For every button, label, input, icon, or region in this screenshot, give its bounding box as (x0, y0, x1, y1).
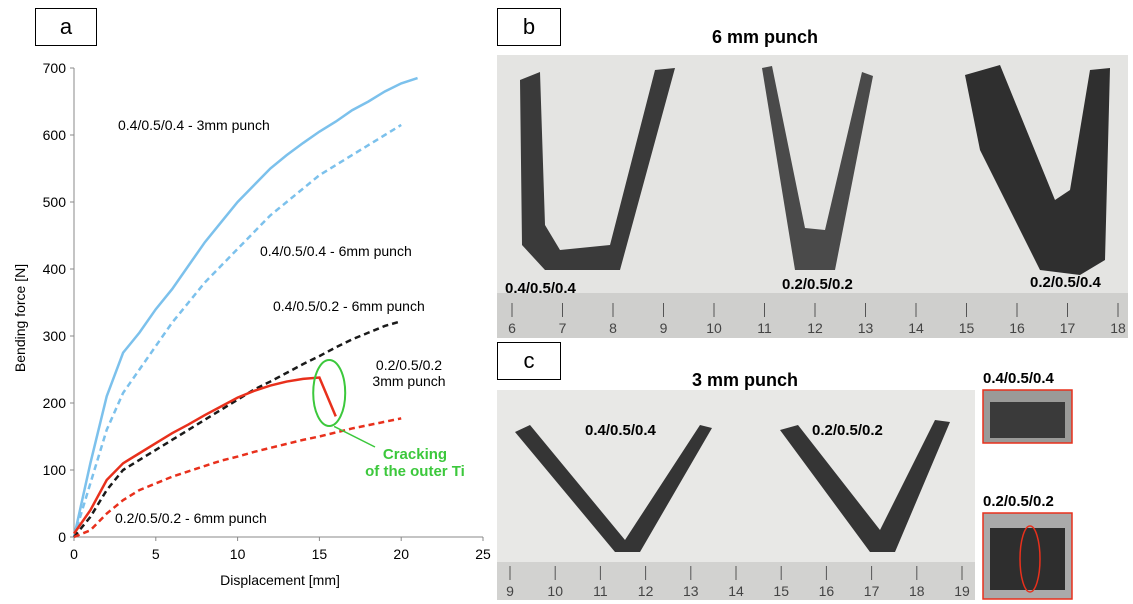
y-tick-label: 300 (43, 328, 67, 344)
series-label: 0.4/0.5/0.4 - 6mm punch (260, 243, 412, 259)
ruler-label: 10 (706, 320, 722, 336)
ruler-label: 13 (858, 320, 874, 336)
ruler-label: 12 (638, 583, 654, 599)
ruler-label: 16 (819, 583, 835, 599)
ruler-label: 18 (909, 583, 925, 599)
y-axis-title: Bending force [N] (12, 198, 28, 438)
x-tick-label: 5 (152, 546, 160, 562)
crack-marker (313, 360, 345, 426)
ruler-label: 9 (660, 320, 668, 336)
x-tick-label: 20 (393, 546, 409, 562)
y-tick-label: 0 (58, 529, 66, 545)
panel-title: 3 mm punch (620, 370, 870, 391)
ruler-label: 9 (506, 583, 514, 599)
ruler-label: 8 (609, 320, 617, 336)
ruler-label: 14 (908, 320, 924, 336)
ruler-label: 15 (959, 320, 975, 336)
ruler-label: 11 (757, 320, 772, 336)
sample-label: 0.4/0.5/0.4 (505, 280, 576, 297)
sample-label: 0.2/0.5/0.2 (812, 422, 883, 439)
inset-label: 0.4/0.5/0.4 (983, 370, 1054, 387)
annotation: Cracking of the outer Ti (345, 446, 485, 480)
y-tick-label: 600 (43, 127, 67, 143)
sample-label: 0.2/0.5/0.2 (782, 276, 853, 293)
x-tick-label: 0 (70, 546, 78, 562)
ruler-label: 18 (1110, 320, 1126, 336)
x-tick-label: 15 (312, 546, 328, 562)
series-label: 0.4/0.5/0.2 - 6mm punch (273, 298, 425, 314)
ruler-label: 17 (864, 583, 880, 599)
x-tick-label: 10 (230, 546, 246, 562)
annotation-leader (334, 426, 375, 447)
panel-label: b (497, 8, 561, 46)
ruler-label: 6 (508, 320, 516, 336)
x-axis-title: Displacement [mm] (180, 572, 380, 588)
y-tick-label: 500 (43, 194, 67, 210)
ruler-label: 13 (683, 583, 699, 599)
series-label: 0.4/0.5/0.4 - 3mm punch (118, 117, 270, 133)
series-label: 0.2/0.5/0.2 - 6mm punch (115, 510, 267, 526)
ruler-label: 15 (773, 583, 789, 599)
ruler-label: 14 (728, 583, 744, 599)
ruler-label: 7 (559, 320, 567, 336)
y-tick-label: 100 (43, 462, 67, 478)
y-tick-label: 400 (43, 261, 67, 277)
ruler-label: 11 (593, 583, 608, 599)
sample-label: 0.2/0.5/0.4 (1030, 274, 1101, 291)
ruler-label: 19 (954, 583, 970, 599)
ruler-label: 17 (1060, 320, 1076, 336)
panel-label: a (35, 8, 97, 46)
y-tick-label: 700 (43, 60, 67, 76)
sample-label: 0.4/0.5/0.4 (585, 422, 656, 439)
ruler-label: 16 (1009, 320, 1025, 336)
ruler-label: 10 (547, 583, 563, 599)
y-tick-label: 200 (43, 395, 67, 411)
panel-title: 6 mm punch (640, 27, 890, 48)
series-label: 0.2/0.5/0.2 3mm punch (364, 357, 454, 389)
x-tick-label: 25 (475, 546, 491, 562)
inset-label: 0.2/0.5/0.2 (983, 493, 1054, 510)
photo-b (497, 55, 1128, 338)
figure: 0 100 200 300 400 500 600 700 0 5 10 15 20 25 6 7 8 9 10 11… (0, 0, 1133, 604)
y-axis-title-holder: Bending force [N] (10, 200, 30, 440)
panel-label: c (497, 342, 561, 380)
ruler-label: 12 (807, 320, 823, 336)
